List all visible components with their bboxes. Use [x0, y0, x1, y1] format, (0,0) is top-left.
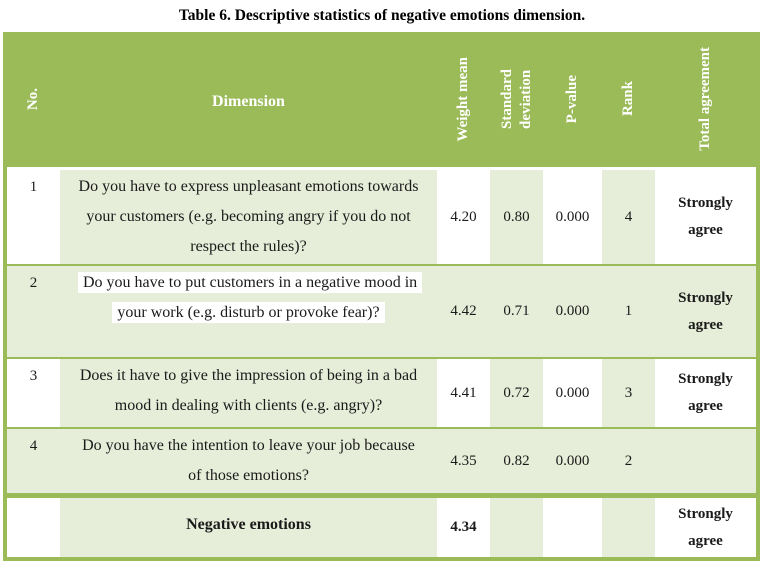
cell-standard-deviation: 0.82 [490, 427, 543, 493]
summary-label: Negative emotions [186, 515, 311, 533]
header-weight-mean-label: Weight mean [455, 56, 472, 142]
cell-p-value: 0.000 [543, 170, 602, 264]
cell-standard-deviation: 0.72 [490, 357, 543, 427]
table-row: 3 Does it have to give the impression of… [7, 357, 756, 427]
cell-p-value: 0.000 [543, 357, 602, 427]
header-standard-deviation: Standard deviation [490, 36, 543, 170]
header-standard-deviation-label: Standard deviation [498, 68, 534, 130]
table-row: 1 Do you have to express unpleasant emot… [7, 170, 756, 264]
header-total-agreement-label: Total agreement [697, 47, 714, 151]
header-p-value-label: P-value [564, 74, 581, 124]
header-rank: Rank [602, 36, 655, 170]
cell-weight-mean: 4.34 [437, 493, 490, 557]
cell-no [7, 493, 60, 557]
table-header-row: No. Dimension Weight mean Standard devia… [7, 36, 756, 170]
header-dimension: Dimension [60, 36, 437, 170]
cell-total-agreement: Strongly agree [655, 493, 756, 557]
cell-dimension: Does it have to give the impression of b… [60, 357, 437, 427]
cell-no: 1 [7, 170, 60, 264]
dimension-text: Do you have to express unpleasant emotio… [78, 178, 419, 255]
cell-standard-deviation [490, 493, 543, 557]
table-row: 2 Do you have to put customers in a nega… [7, 264, 756, 357]
cell-no: 2 [7, 264, 60, 357]
cell-dimension: Do you have to express unpleasant emotio… [60, 170, 437, 264]
cell-rank: 2 [602, 427, 655, 493]
cell-weight-mean: 4.42 [437, 264, 490, 357]
header-total-agreement: Total agreement [655, 36, 756, 170]
cell-p-value: 0.000 [543, 264, 602, 357]
table-caption: Table 6. Descriptive statistics of negat… [178, 7, 586, 24]
cell-standard-deviation: 0.80 [490, 170, 543, 264]
header-no-label: No. [25, 87, 42, 111]
cell-dimension-summary: Negative emotions [60, 493, 437, 557]
cell-weight-mean: 4.41 [437, 357, 490, 427]
header-no: No. [7, 36, 60, 170]
cell-total-agreement [655, 427, 756, 493]
header-weight-mean: Weight mean [437, 36, 490, 170]
cell-weight-mean: 4.35 [437, 427, 490, 493]
header-rank-label: Rank [620, 81, 637, 117]
cell-no: 4 [7, 427, 60, 493]
cell-p-value [543, 493, 602, 557]
cell-standard-deviation: 0.71 [490, 264, 543, 357]
cell-dimension: Do you have to put customers in a negati… [60, 264, 437, 357]
descriptive-statistics-table: No. Dimension Weight mean Standard devia… [3, 32, 760, 561]
cell-rank: 3 [602, 357, 655, 427]
cell-p-value: 0.000 [543, 427, 602, 493]
table-row: 4 Do you have the intention to leave you… [7, 427, 756, 493]
dimension-text: Does it have to give the impression of b… [79, 367, 418, 414]
dimension-text: Do you have the intention to leave your … [82, 437, 415, 484]
dimension-text-highlighted: Do you have to put customers in a negati… [78, 272, 423, 323]
cell-rank: 4 [602, 170, 655, 264]
cell-total-agreement: Strongly agree [655, 264, 756, 357]
cell-total-agreement: Strongly agree [655, 170, 756, 264]
cell-no: 3 [7, 357, 60, 427]
cell-rank [602, 493, 655, 557]
cell-total-agreement: Strongly agree [655, 357, 756, 427]
cell-dimension: Do you have the intention to leave your … [60, 427, 437, 493]
summary-row: Negative emotions 4.34 Strongly agree [7, 493, 756, 557]
header-dimension-label: Dimension [212, 92, 285, 110]
cell-rank: 1 [602, 264, 655, 357]
cell-weight-mean: 4.20 [437, 170, 490, 264]
header-p-value: P-value [543, 36, 602, 170]
